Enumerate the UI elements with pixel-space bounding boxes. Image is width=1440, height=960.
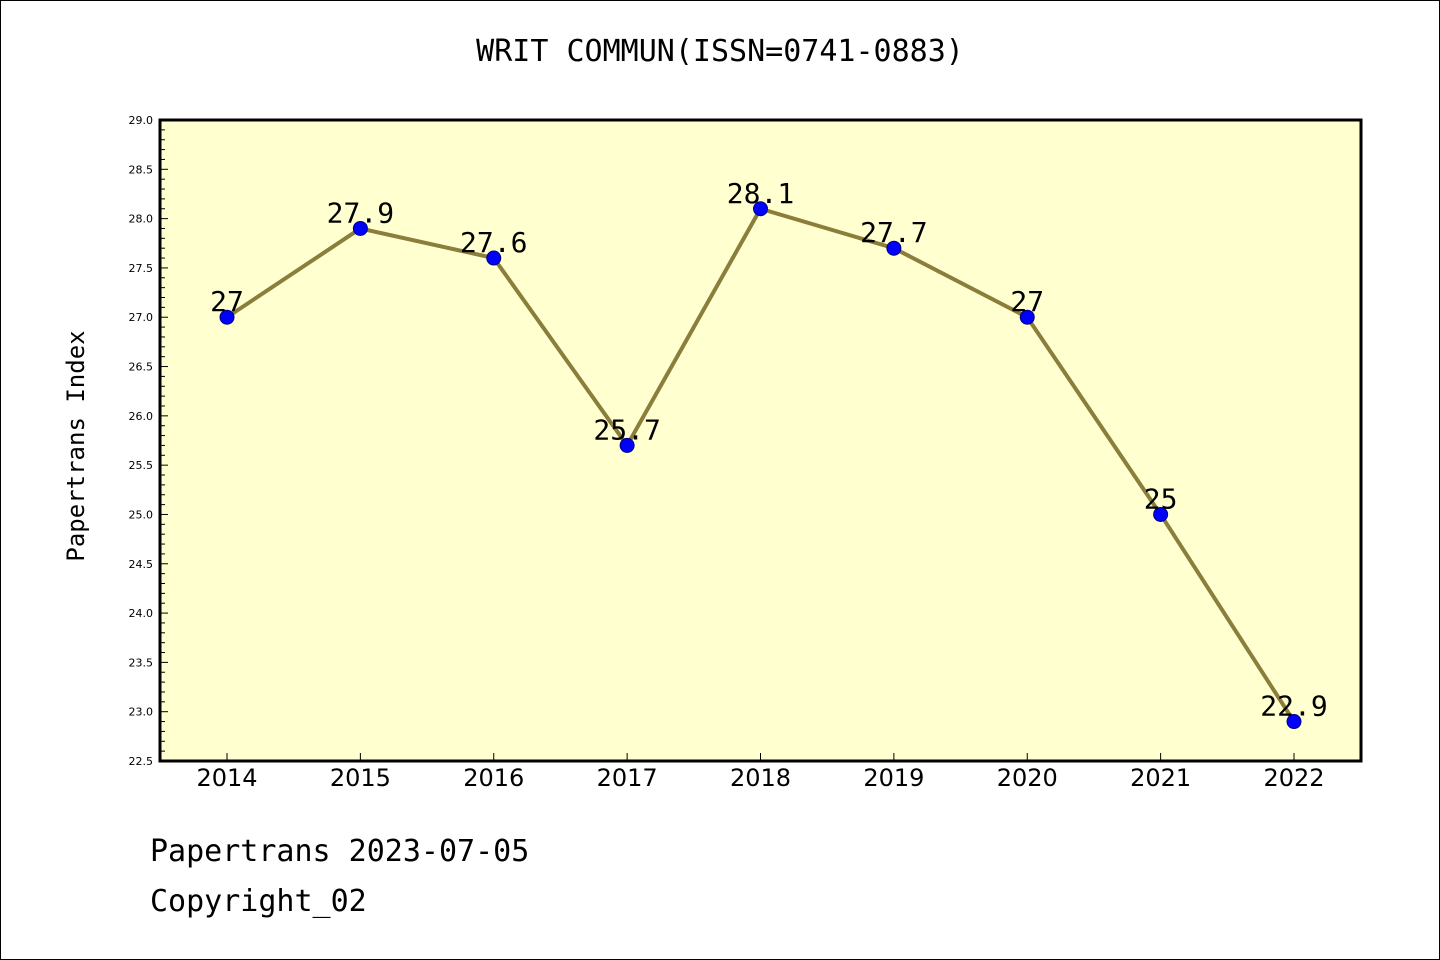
- x-tick-label: 2017: [597, 764, 658, 792]
- x-tick-label: 2015: [330, 764, 391, 792]
- y-tick-label: 29.0: [129, 114, 154, 127]
- y-tick-label: 28.0: [129, 213, 154, 226]
- data-label: 27.9: [327, 196, 394, 229]
- x-tick-label: 2018: [730, 764, 791, 792]
- data-point: [619, 437, 635, 453]
- y-tick-label: 27.5: [129, 262, 154, 275]
- data-point: [753, 201, 768, 217]
- footer-date: Papertrans 2023-07-05: [150, 834, 530, 869]
- y-tick-label: 23.5: [129, 656, 154, 669]
- x-tick-label: 2020: [997, 764, 1058, 792]
- data-point: [886, 240, 902, 256]
- y-tick-label: 24.0: [129, 607, 154, 620]
- y-axis-ticks: 22.5 23.0 23.5 24.0 24.5 25.0 25.5 26.0 26.5 27.0…: [129, 114, 168, 768]
- data-point: [1153, 506, 1169, 522]
- y-tick-label: 25.0: [129, 508, 154, 521]
- data-point: [219, 309, 235, 325]
- data-label: 27: [210, 285, 244, 318]
- x-tick-label: 2022: [1263, 764, 1324, 792]
- data-label: 27.7: [860, 216, 927, 249]
- x-tick-label: 2021: [1130, 764, 1191, 792]
- x-tick-label: 2014: [196, 764, 257, 792]
- data-points: [219, 201, 1302, 730]
- chart-title: WRIT COMMUN(ISSN=0741-0883): [476, 34, 964, 69]
- plot-border: [158, 118, 1363, 763]
- data-label: 25.7: [593, 413, 660, 446]
- data-label: 28.1: [727, 177, 794, 210]
- y-tick-label: 22.5: [129, 755, 154, 768]
- x-tick-label: 2016: [463, 764, 524, 792]
- data-label: 27: [1010, 285, 1044, 318]
- x-axis-ticks: 2014 2015 2016 2017 2018 2019 2020 2021 2022: [196, 753, 1325, 792]
- data-point: [486, 250, 502, 266]
- data-point: [352, 220, 368, 236]
- data-point: [1286, 714, 1302, 730]
- data-labels: 27 27.9 27.6 25.7 28.1 27.7 27 25 22.9: [210, 177, 1328, 723]
- y-tick-label: 26.0: [129, 410, 154, 423]
- footer-copyright: Copyright_02: [150, 884, 367, 919]
- y-tick-label: 25.5: [129, 459, 154, 472]
- data-label: 27.6: [460, 226, 527, 259]
- y-tick-label: 28.5: [129, 163, 154, 176]
- data-point: [1019, 309, 1035, 325]
- y-tick-label: 27.0: [129, 311, 154, 324]
- y-tick-label: 23.0: [129, 706, 154, 719]
- x-tick-label: 2019: [863, 764, 924, 792]
- data-label: 25: [1144, 482, 1178, 515]
- y-tick-label: 24.5: [129, 558, 154, 571]
- y-tick-label: 26.5: [129, 361, 154, 374]
- data-label: 22.9: [1260, 690, 1327, 723]
